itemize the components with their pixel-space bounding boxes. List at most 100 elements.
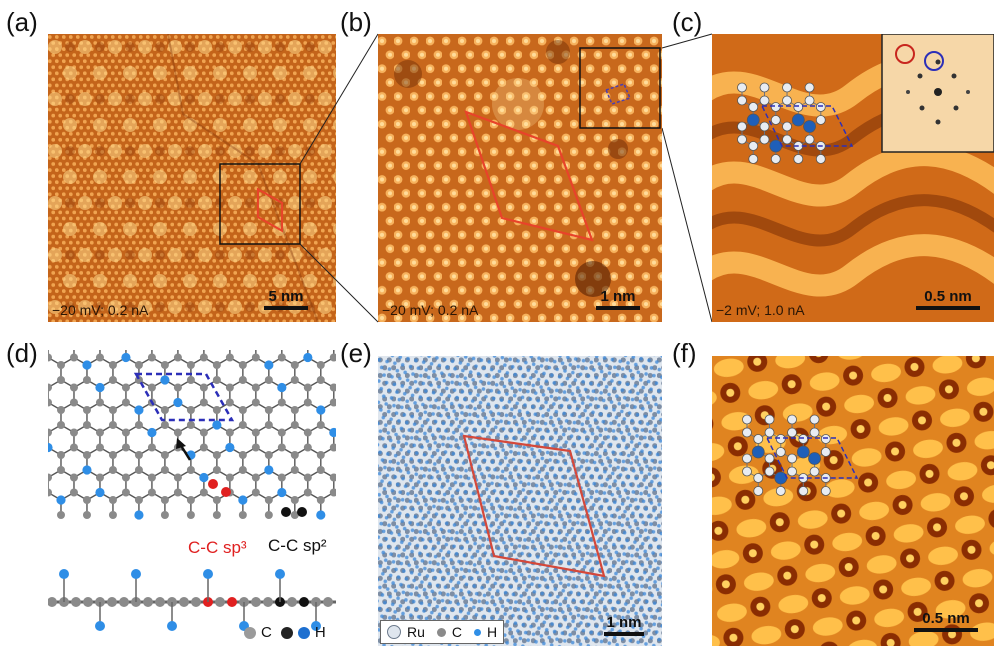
atom-legend-d: C H [244, 624, 326, 641]
model-carbon [820, 434, 831, 444]
carbon-atom [82, 421, 91, 429]
model-carbon [742, 427, 752, 438]
carbon-atom [329, 398, 336, 407]
model-carbon [753, 486, 764, 496]
scale-bar-b: 1 nm [588, 288, 648, 310]
carbon-atom [147, 443, 156, 452]
model-carbon [737, 134, 747, 145]
scale-bar-f: 0.5 nm [908, 610, 984, 632]
side-carbon [83, 597, 93, 607]
hydrogen-atom [95, 382, 105, 393]
side-carbon [287, 597, 297, 607]
sp3-atom [221, 487, 231, 497]
carbon-atom [238, 451, 247, 459]
model-carbon [809, 427, 820, 438]
carbon-atom [160, 361, 169, 369]
carbon-atom [173, 428, 182, 437]
stm-image-b [378, 34, 662, 322]
hydrogen-atom [134, 405, 144, 415]
model-carbon [753, 473, 764, 483]
side-carbon [48, 597, 57, 607]
hydrogen-atom [212, 420, 222, 430]
side-carbon [155, 597, 165, 607]
hydrogen-atom [134, 510, 144, 520]
carbon-atom [251, 443, 260, 452]
carbon-atom [121, 443, 130, 452]
model-carbon [748, 102, 759, 112]
model-carbon [793, 154, 804, 164]
atom-legend-e: Ru C H [380, 620, 505, 644]
carbon-atom [121, 473, 130, 482]
model-carbon [793, 102, 804, 112]
scale-bar-e-label: 1 nm [606, 614, 642, 631]
side-carbon [119, 597, 129, 607]
carbon-atom [277, 428, 286, 437]
carbon-atom [238, 361, 247, 369]
model-carbon [804, 134, 815, 145]
model-carbon [737, 95, 747, 106]
scan-params-b: −20 mV; 0.2 nA [382, 302, 479, 318]
carbon-atom [316, 421, 325, 429]
hydrogen-atom [277, 487, 287, 498]
model-carbon [809, 466, 820, 477]
model-carbon [748, 141, 759, 151]
carbon-atom [56, 451, 65, 459]
hydrogen-atom [238, 495, 248, 505]
stm-image-c [712, 34, 994, 322]
model-carbon [804, 82, 815, 93]
model-carbon [775, 447, 786, 457]
arrow-icon [176, 438, 192, 461]
sp2-label: C-C sp² [268, 536, 327, 555]
carbon-atom [316, 361, 325, 369]
carbon-atom [225, 398, 234, 407]
side-carbon [251, 597, 261, 607]
scale-bar-f-label: 0.5 nm [922, 610, 970, 627]
carbon-atom [186, 496, 195, 504]
carbon-atom [56, 421, 65, 429]
model-carbon [753, 434, 764, 444]
carbon-atom [303, 443, 312, 452]
carbon-atom [290, 451, 299, 459]
unit-cell-red-e [462, 434, 606, 578]
carbon-atom [199, 428, 208, 437]
side-hydrogen [131, 569, 141, 579]
legend-e-h: H [487, 624, 498, 640]
carbon-atom [225, 353, 234, 362]
scan-params-c: −2 mV; 1.0 nA [716, 302, 805, 318]
side-carbon [227, 597, 237, 607]
carbon-atom [82, 451, 91, 459]
carbon-atom [290, 496, 299, 504]
carbon-atom [69, 353, 78, 362]
model-carbon [820, 447, 831, 457]
carbon-atom [121, 428, 130, 437]
hydrogen-atom [199, 472, 209, 483]
carbon-atom [277, 443, 286, 452]
carbon-atom [108, 421, 117, 429]
carbon-atom [277, 398, 286, 407]
carbon-atom [251, 398, 260, 407]
model-carbon [775, 486, 786, 496]
panel-label-e: (e) [340, 338, 372, 368]
carbon-atom [48, 473, 52, 482]
scale-bar-a: 5 nm [258, 288, 314, 310]
carbon-atom [290, 421, 299, 429]
side-carbon [71, 597, 81, 607]
side-carbon [263, 597, 273, 607]
side-hydrogen [95, 621, 105, 631]
carbon-atom [82, 406, 91, 414]
carbon-atom [56, 466, 65, 474]
carbon-atom [303, 473, 312, 482]
hydrogen-atom [147, 427, 157, 438]
side-hydrogen [275, 569, 285, 579]
carbon-atom [56, 406, 65, 414]
carbon-atom [316, 466, 325, 474]
carbon-atom [108, 511, 117, 519]
panel-label-b: (b) [340, 7, 372, 37]
carbon-atom [329, 443, 336, 452]
carbon-atom [225, 473, 234, 482]
carbon-atom [48, 428, 52, 437]
hydrogen-atom [121, 352, 131, 363]
side-hydrogen [167, 621, 177, 631]
model-carbon [782, 134, 792, 145]
carbon-atom [173, 353, 182, 362]
